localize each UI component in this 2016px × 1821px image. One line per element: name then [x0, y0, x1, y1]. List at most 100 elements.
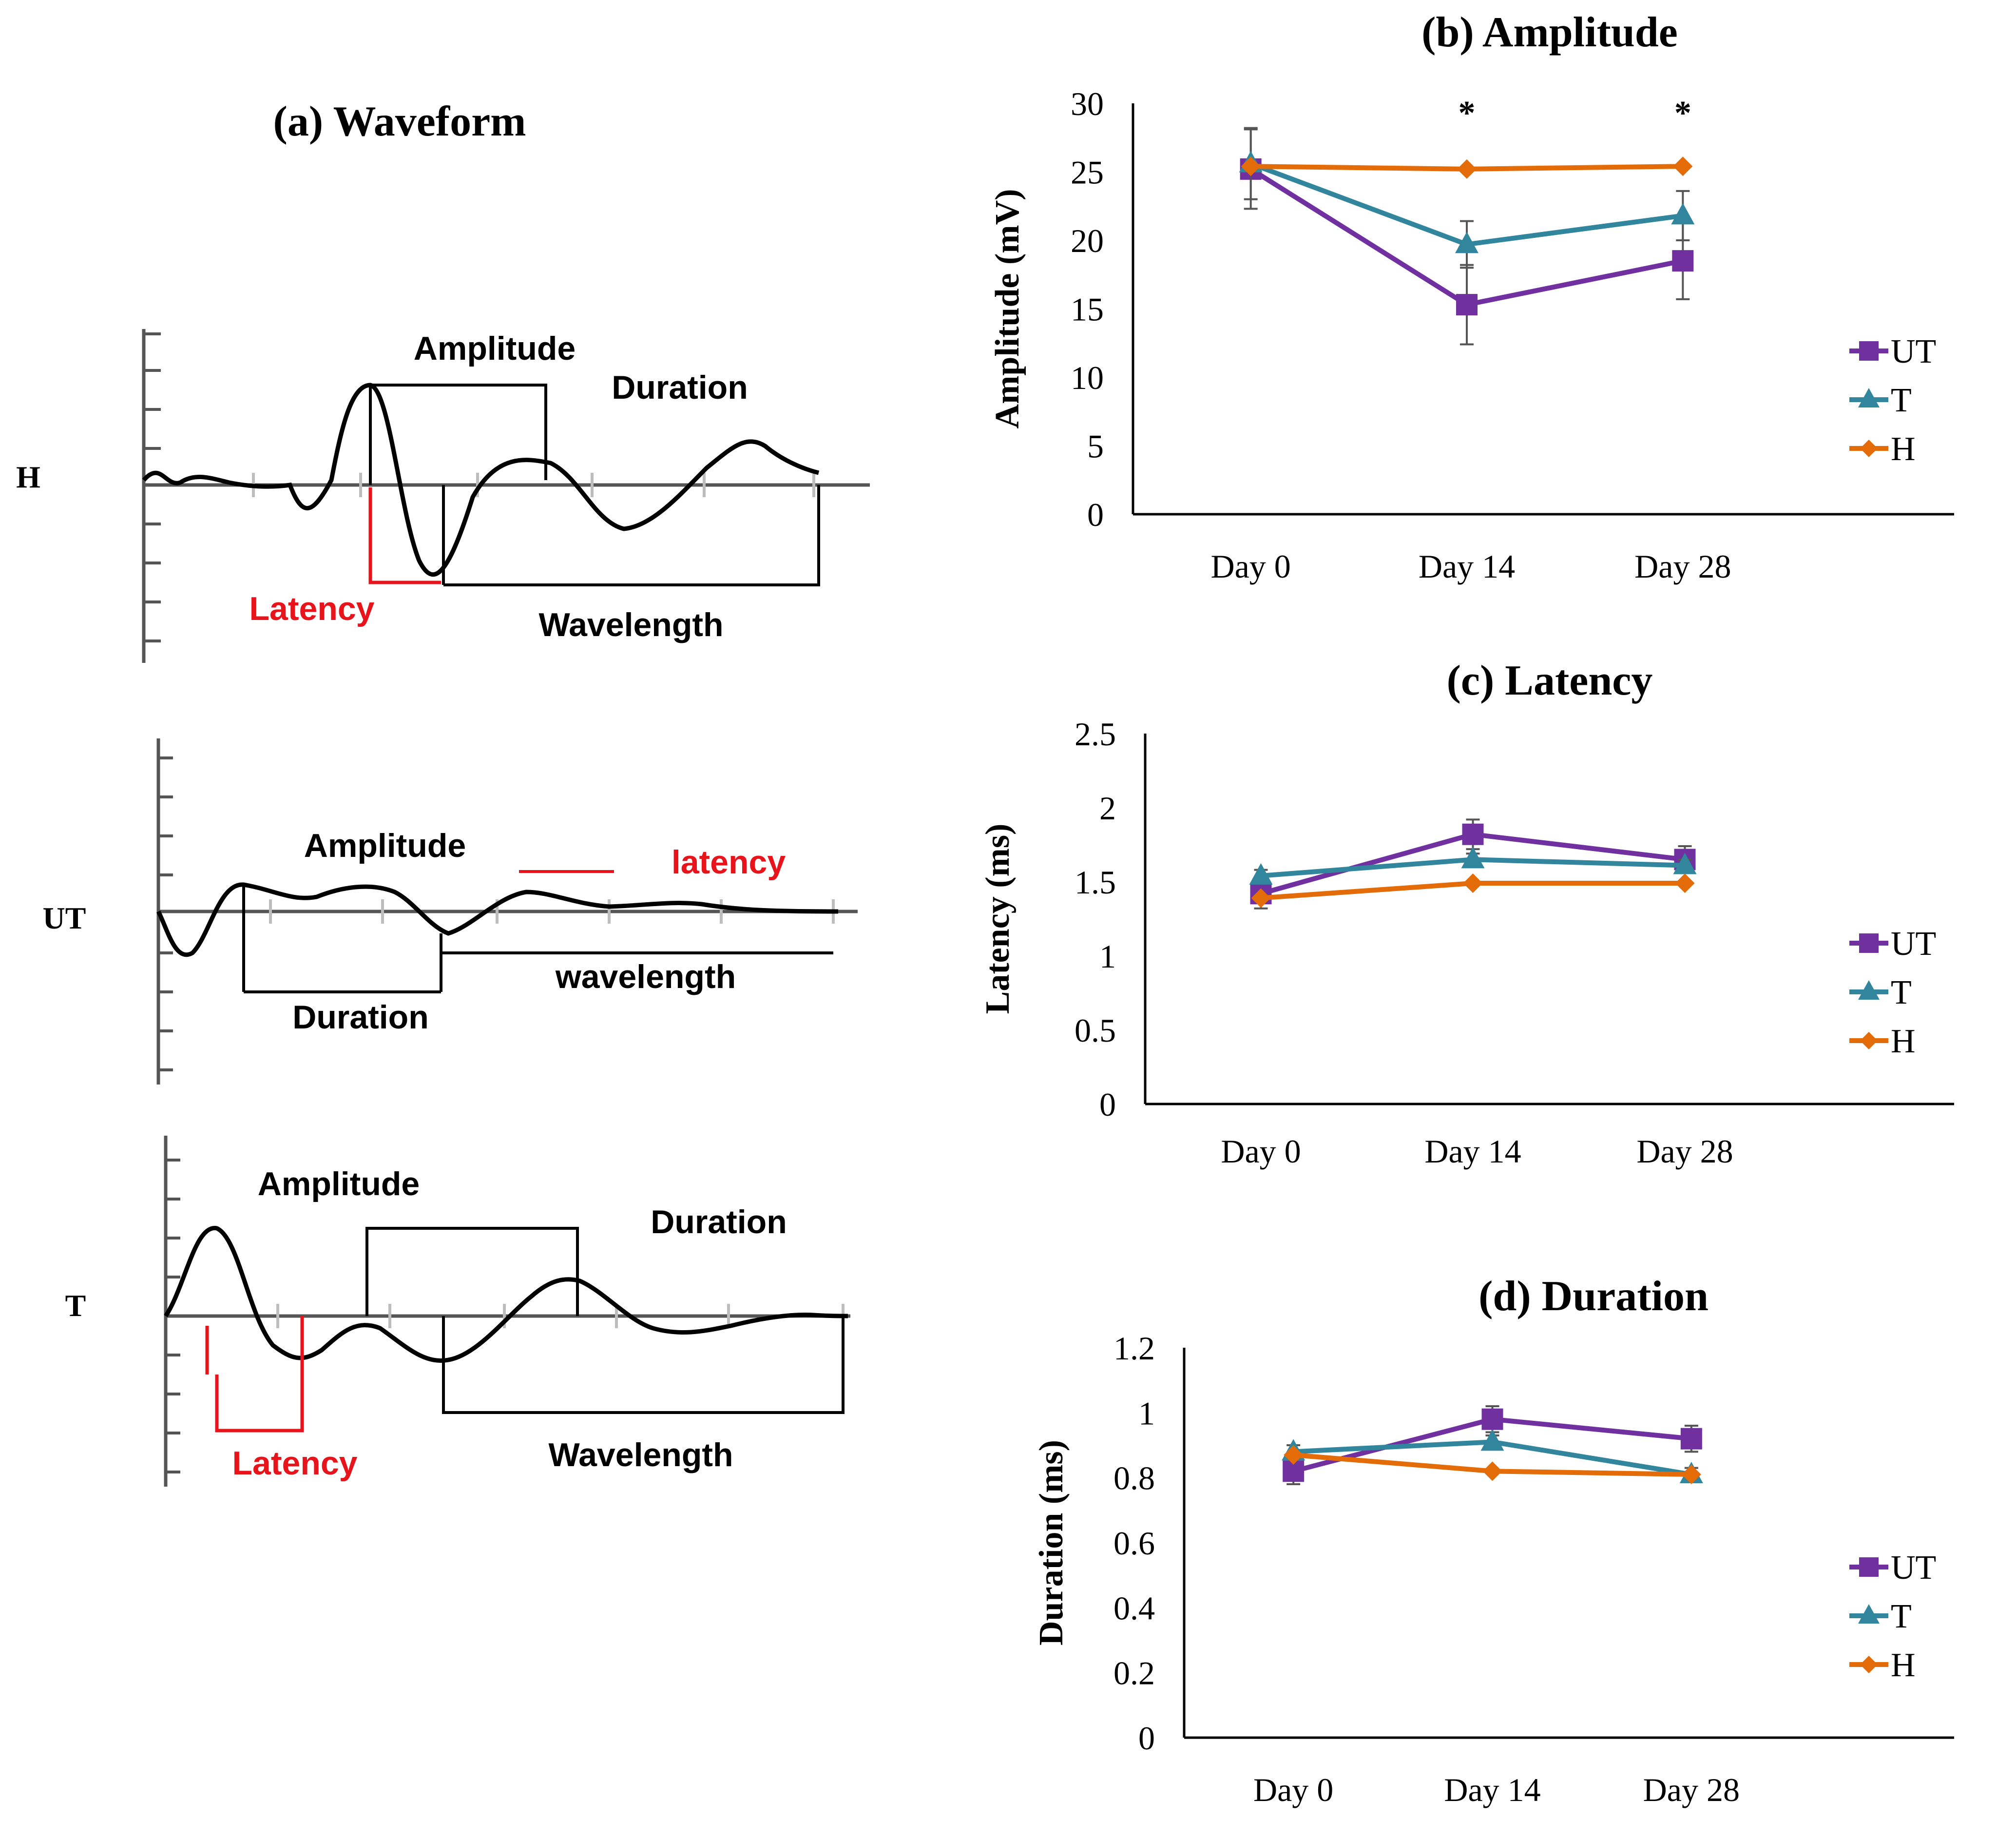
- label-latency-ut: latency: [672, 844, 786, 881]
- row-label-h: H: [16, 460, 40, 494]
- waveform-row-t: T: [65, 1136, 850, 1487]
- data-point: [1461, 847, 1485, 869]
- label-wavelength-ut: wavelength: [555, 958, 736, 995]
- y-tick-label: 20: [1071, 222, 1104, 259]
- y-tick-label: 2.5: [1075, 716, 1116, 753]
- legend-label: T: [1891, 382, 1912, 419]
- data-point: [1249, 863, 1273, 885]
- legend-label: T: [1891, 974, 1912, 1011]
- chart-title: (b) Amplitude: [1421, 9, 1678, 56]
- x-tick-label: Day 28: [1643, 1771, 1740, 1808]
- significance-mark: *: [1459, 95, 1476, 132]
- data-point: [1457, 159, 1477, 179]
- legend-label: H: [1891, 430, 1916, 468]
- significance-mark: *: [1674, 95, 1691, 132]
- y-tick-label: 0.2: [1114, 1655, 1155, 1692]
- y-tick-label: 0: [1138, 1720, 1155, 1757]
- waveform-row-h: H: [16, 329, 870, 663]
- latency-marker-t: [205, 1316, 304, 1433]
- legend-marker: [1860, 440, 1878, 457]
- waveform-trace-h: [142, 383, 820, 577]
- label-duration-h: Duration: [612, 369, 748, 406]
- axis-ticks-h: [144, 332, 161, 642]
- y-tick-label: 2: [1099, 790, 1116, 827]
- y-tick-label: 0.8: [1114, 1460, 1155, 1497]
- legend-marker: [1858, 1604, 1880, 1624]
- series-h: [1241, 156, 1693, 179]
- amplitude-chart: (b) Amplitude 0 5 10 15 20 25 30 Day 0 Day 14 Day …: [989, 9, 1954, 585]
- x-tick-label: Day 0: [1253, 1771, 1333, 1808]
- data-point: [1673, 852, 1697, 874]
- data-point: [1463, 873, 1483, 893]
- waveform-row-ut: UT Ampl: [43, 738, 858, 1085]
- label-latency-t: Latency: [232, 1445, 358, 1482]
- y-tick-label: 10: [1071, 359, 1104, 396]
- data-point: [1680, 1428, 1702, 1450]
- label-amplitude-ut: Amplitude: [304, 827, 466, 864]
- label-amplitude-t: Amplitude: [258, 1165, 420, 1202]
- legend-label: UT: [1891, 1549, 1936, 1587]
- legend-marker: [1858, 388, 1880, 407]
- y-tick-label: 1: [1099, 938, 1116, 975]
- y-tick-label: 25: [1071, 154, 1104, 191]
- legend-marker: [1859, 1557, 1879, 1577]
- chart-title: (d) Duration: [1478, 1273, 1709, 1320]
- x-tick-label: Day 28: [1636, 1133, 1733, 1170]
- legend-label: T: [1891, 1598, 1912, 1635]
- latency-chart: (c) Latency 0 0.5 1 1.5 2 2.5 Day 0 Day 14 Day 28…: [979, 657, 1954, 1170]
- series-h: [1284, 1445, 1701, 1484]
- data-point: [1672, 250, 1694, 272]
- legend-marker: [1860, 1032, 1878, 1049]
- data-point: [1681, 1465, 1701, 1484]
- label-duration-t: Duration: [651, 1203, 787, 1240]
- chart-title: (c) Latency: [1447, 657, 1653, 704]
- legend-label: UT: [1891, 925, 1936, 963]
- waveform-panel: (a) Waveform H: [16, 98, 870, 1487]
- y-tick-label: 0: [1087, 496, 1104, 533]
- label-latency-h: Latency: [250, 590, 375, 627]
- data-point: [1675, 873, 1695, 893]
- data-point: [1481, 1408, 1503, 1430]
- series-ut: [1283, 1405, 1702, 1485]
- label-wavelength-h: Wavelength: [538, 606, 723, 643]
- series-t: [1239, 127, 1695, 269]
- label-amplitude-h: Amplitude: [414, 330, 576, 367]
- y-tick-label: 30: [1071, 85, 1104, 122]
- waveform-trace-ut: [156, 882, 839, 957]
- y-axis-label: Latency (ms): [979, 824, 1017, 1014]
- y-axis-label: Duration (ms): [1033, 1440, 1070, 1646]
- y-tick-label: 0.6: [1114, 1525, 1155, 1562]
- row-label-t: T: [65, 1288, 86, 1323]
- latency-marker-h: [368, 487, 441, 584]
- data-point: [1673, 156, 1693, 176]
- x-tick-label: Day 14: [1444, 1771, 1540, 1808]
- legend-marker: [1860, 1656, 1878, 1673]
- legend-marker: [1858, 980, 1880, 1000]
- y-tick-label: 1: [1138, 1395, 1155, 1432]
- y-tick-label: 0: [1099, 1086, 1116, 1123]
- data-point: [1251, 888, 1271, 908]
- label-duration-ut: Duration: [292, 999, 429, 1036]
- data-point: [1455, 232, 1478, 253]
- x-tick-label: Day 28: [1634, 548, 1731, 585]
- data-point: [1671, 203, 1695, 225]
- data-point: [1284, 1445, 1304, 1465]
- x-tick-label: Day 0: [1211, 548, 1291, 585]
- label-wavelength-t: Wavelength: [548, 1436, 733, 1473]
- measure-lines-t: [365, 1227, 845, 1414]
- y-tick-label: 1.5: [1075, 864, 1116, 901]
- legend-marker: [1859, 933, 1879, 953]
- data-point: [1480, 1429, 1504, 1451]
- x-tick-label: Day 14: [1424, 1133, 1521, 1170]
- duration-chart: (d) Duration 0 0.2 0.4 0.6 0.8 1 1.2 Day 0 Day 14…: [1033, 1273, 1954, 1808]
- y-tick-label: 5: [1087, 428, 1104, 465]
- data-point: [1462, 823, 1484, 845]
- data-point: [1241, 156, 1261, 176]
- y-tick-label: 0.4: [1114, 1589, 1155, 1627]
- row-label-ut: UT: [43, 901, 86, 935]
- series-t: [1249, 847, 1697, 885]
- x-tick-label: Day 0: [1221, 1133, 1301, 1170]
- waveform-title: (a) Waveform: [273, 98, 526, 145]
- series-h: [1251, 873, 1695, 908]
